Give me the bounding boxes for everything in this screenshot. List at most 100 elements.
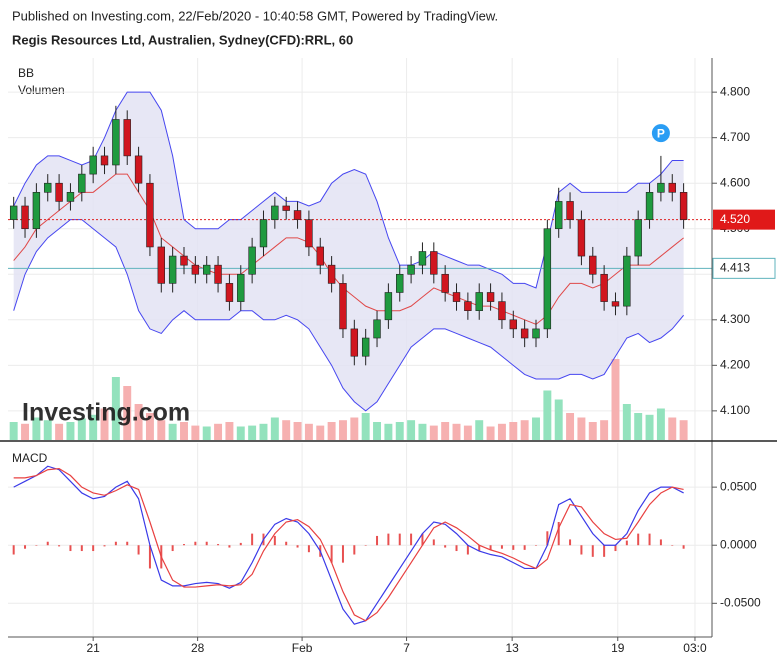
volume-bar xyxy=(350,417,359,440)
candle-body xyxy=(361,337,370,357)
band-fill xyxy=(13,92,684,411)
signal-line xyxy=(13,467,684,622)
volume-bar xyxy=(9,422,18,440)
y-tick-label: 4.100 xyxy=(720,403,750,417)
candle-body xyxy=(486,292,495,302)
volume-bar xyxy=(304,423,313,440)
candle-body xyxy=(55,182,63,202)
candle-body xyxy=(555,201,563,230)
volume-bar xyxy=(486,426,495,440)
volume-bar xyxy=(429,425,438,440)
ref-line-label: 4.413 xyxy=(720,261,750,275)
volume-bar xyxy=(89,414,98,440)
candle-body xyxy=(407,264,415,275)
band-lower xyxy=(13,219,684,412)
volume-bar xyxy=(157,420,166,440)
candle-body xyxy=(339,283,347,330)
candle-body xyxy=(668,182,676,193)
volume-bar xyxy=(634,413,643,440)
x-tick-label: 7 xyxy=(403,641,410,655)
band-middle xyxy=(13,173,684,325)
volume-bar xyxy=(441,422,450,440)
candle-body xyxy=(134,155,143,184)
watermark: Investing.com xyxy=(22,399,190,427)
candle-body xyxy=(441,273,449,293)
volume-bar xyxy=(259,423,268,440)
legend-macd: MACD xyxy=(12,451,48,465)
volume-bar xyxy=(202,426,211,440)
volume-bar xyxy=(111,377,120,440)
volume-bar xyxy=(418,423,427,440)
candle-body xyxy=(123,119,131,157)
candle-body xyxy=(543,228,552,330)
volume-bar xyxy=(100,408,109,440)
y-tick-label: 4.700 xyxy=(720,130,750,144)
plot-layer: 4.1004.2004.3004.4004.5004.6004.7004.800… xyxy=(8,58,776,655)
volume-bar xyxy=(566,413,575,440)
candle-body xyxy=(600,273,608,302)
candle-body xyxy=(9,205,18,220)
candle-body xyxy=(498,301,506,321)
volume-bar xyxy=(316,425,325,440)
header: Published on Investing.com, 22/Feb/2020 … xyxy=(12,8,498,23)
candle-body xyxy=(180,255,188,266)
volume-bar xyxy=(463,425,472,440)
candle-body xyxy=(418,251,427,266)
candle-body xyxy=(373,319,381,339)
legend-bb: BB xyxy=(18,66,34,80)
y-tick-label: 4.800 xyxy=(720,84,750,98)
volume-bar xyxy=(327,422,336,440)
volume-bar xyxy=(543,390,552,440)
candle-body xyxy=(89,155,97,175)
candle-body xyxy=(520,328,529,339)
candle-body xyxy=(282,205,290,211)
volume-bar xyxy=(293,422,302,440)
volume-bar xyxy=(475,420,484,440)
y-tick-label: 0.0000 xyxy=(720,537,757,551)
candle-body xyxy=(350,328,359,357)
candle-body xyxy=(532,328,540,339)
candle-body xyxy=(509,319,517,330)
volume-bar xyxy=(497,423,506,440)
candle-body xyxy=(657,182,665,193)
y-tick-label: 4.200 xyxy=(720,358,750,372)
y-tick-label: 4.300 xyxy=(720,312,750,326)
legend-volume: Volumen xyxy=(18,83,65,97)
candle-body xyxy=(44,182,52,193)
last-price-label: 4.520 xyxy=(720,212,750,226)
volume-bar xyxy=(532,417,540,440)
candle-body xyxy=(112,119,120,166)
candle-body xyxy=(100,155,109,166)
x-tick-label: 03:0 xyxy=(683,641,707,655)
candle-body xyxy=(237,273,245,302)
volume-bar xyxy=(32,417,41,440)
candle-body xyxy=(66,192,75,202)
candle-body xyxy=(78,173,86,193)
candle-body xyxy=(327,264,336,284)
event-marker xyxy=(651,124,670,143)
volume-bar xyxy=(282,420,291,440)
candle-body xyxy=(611,301,620,307)
candle-body xyxy=(634,219,642,257)
x-tick-label: 21 xyxy=(86,641,100,655)
volume-bar xyxy=(43,420,52,440)
y-tick-label: 0.0500 xyxy=(720,479,757,493)
candle-body xyxy=(21,205,29,230)
event-marker-label: P xyxy=(657,126,665,140)
candle-body xyxy=(430,251,438,275)
candle-body xyxy=(589,255,597,275)
x-tick-label: 13 xyxy=(505,641,519,655)
x-tick-label: 19 xyxy=(611,641,625,655)
chart-title: Regis Resources Ltd, Australien, Sydney(… xyxy=(12,32,353,47)
candle-body xyxy=(293,210,302,220)
candle-body xyxy=(32,192,41,230)
candle-body xyxy=(577,219,586,257)
volume-bar xyxy=(248,425,257,440)
volume-bar xyxy=(611,359,620,440)
volume-bar xyxy=(668,417,677,440)
candle-body xyxy=(396,273,404,293)
volume-bar xyxy=(191,425,200,440)
candle-body xyxy=(214,264,222,284)
volume-bar xyxy=(66,422,75,440)
